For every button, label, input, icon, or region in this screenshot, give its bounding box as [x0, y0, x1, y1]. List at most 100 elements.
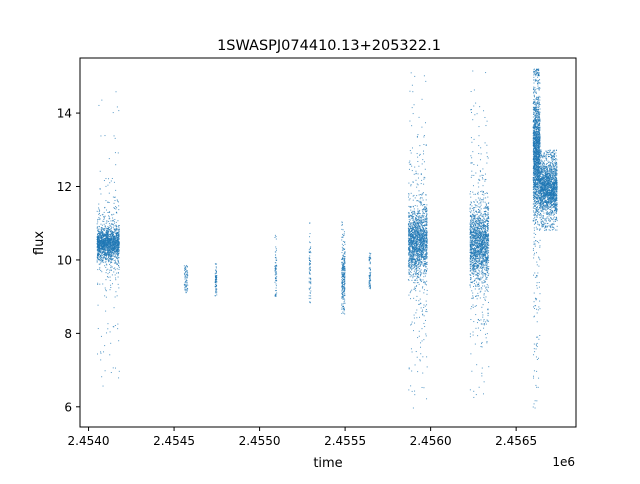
data-point — [411, 279, 413, 281]
data-point — [480, 290, 482, 292]
data-point — [101, 242, 103, 244]
data-point — [416, 136, 418, 138]
data-point — [103, 244, 105, 246]
data-point — [424, 206, 426, 208]
data-point — [412, 227, 414, 229]
data-point — [423, 247, 425, 249]
data-point — [342, 233, 344, 235]
data-point — [117, 247, 119, 249]
data-point — [118, 249, 120, 251]
data-point — [107, 260, 109, 261]
data-point — [105, 296, 107, 298]
data-point — [422, 216, 424, 218]
data-point — [101, 246, 103, 248]
data-point — [422, 249, 424, 251]
data-point — [107, 256, 109, 258]
data-point — [426, 293, 428, 295]
data-point — [341, 289, 343, 291]
data-point — [309, 301, 311, 303]
data-point — [114, 249, 116, 251]
data-point — [108, 226, 110, 228]
data-point — [420, 236, 422, 238]
data-point — [114, 267, 116, 269]
data-point — [113, 237, 115, 239]
data-point — [471, 242, 473, 244]
data-point — [104, 251, 106, 253]
data-point — [424, 224, 426, 226]
data-point — [98, 240, 100, 242]
data-point — [411, 258, 413, 260]
data-point — [107, 226, 109, 228]
data-point — [97, 255, 99, 257]
data-point — [411, 218, 413, 220]
data-point — [411, 228, 413, 230]
data-point — [423, 237, 425, 239]
data-point — [309, 233, 311, 235]
data-point — [411, 235, 413, 237]
data-point — [115, 234, 117, 236]
data-point — [484, 273, 486, 275]
data-point — [484, 264, 486, 266]
data-point — [105, 252, 107, 254]
data-point — [472, 238, 474, 240]
data-point — [410, 233, 412, 235]
data-point — [118, 250, 120, 252]
data-point — [426, 222, 428, 224]
data-point — [477, 206, 479, 208]
data-point — [96, 223, 98, 225]
data-point — [117, 253, 119, 255]
data-point — [414, 166, 416, 168]
data-point — [479, 236, 481, 238]
data-point — [114, 256, 116, 258]
data-point — [413, 254, 415, 256]
data-point — [184, 274, 186, 276]
data-point — [100, 359, 102, 361]
data-point — [410, 254, 412, 256]
data-point — [487, 263, 489, 265]
data-point — [419, 154, 421, 156]
data-point — [101, 224, 103, 226]
data-point — [478, 270, 480, 272]
point-cluster — [214, 263, 218, 297]
data-point — [344, 288, 346, 290]
data-point — [408, 216, 410, 218]
data-point — [116, 245, 118, 247]
data-point — [107, 246, 108, 248]
data-point — [113, 181, 115, 183]
data-point — [108, 240, 110, 242]
data-point — [425, 333, 427, 335]
data-point — [470, 261, 472, 263]
data-point — [101, 235, 103, 237]
data-point — [410, 268, 412, 270]
data-point — [473, 215, 475, 217]
data-point — [422, 372, 424, 374]
data-point — [416, 276, 418, 278]
data-point — [411, 263, 413, 265]
data-point — [114, 218, 116, 220]
data-point — [410, 185, 412, 187]
data-point — [472, 292, 474, 294]
data-point — [420, 227, 422, 229]
data-point — [487, 228, 489, 230]
data-point — [409, 206, 411, 208]
data-point — [100, 231, 102, 233]
data-point — [112, 326, 114, 328]
data-point — [415, 264, 417, 266]
data-point — [185, 285, 187, 287]
data-point — [113, 228, 115, 230]
data-point — [425, 249, 427, 251]
data-point — [117, 234, 119, 236]
data-point — [100, 232, 102, 234]
data-point — [480, 257, 482, 259]
data-point — [422, 246, 424, 248]
data-point — [481, 271, 483, 273]
data-point — [342, 248, 344, 250]
data-point — [412, 245, 414, 247]
data-point — [423, 221, 425, 223]
data-point — [114, 236, 116, 238]
data-point — [184, 285, 186, 287]
data-point — [412, 232, 414, 234]
data-point — [425, 210, 427, 212]
data-point — [419, 268, 421, 270]
data-point — [214, 292, 216, 294]
